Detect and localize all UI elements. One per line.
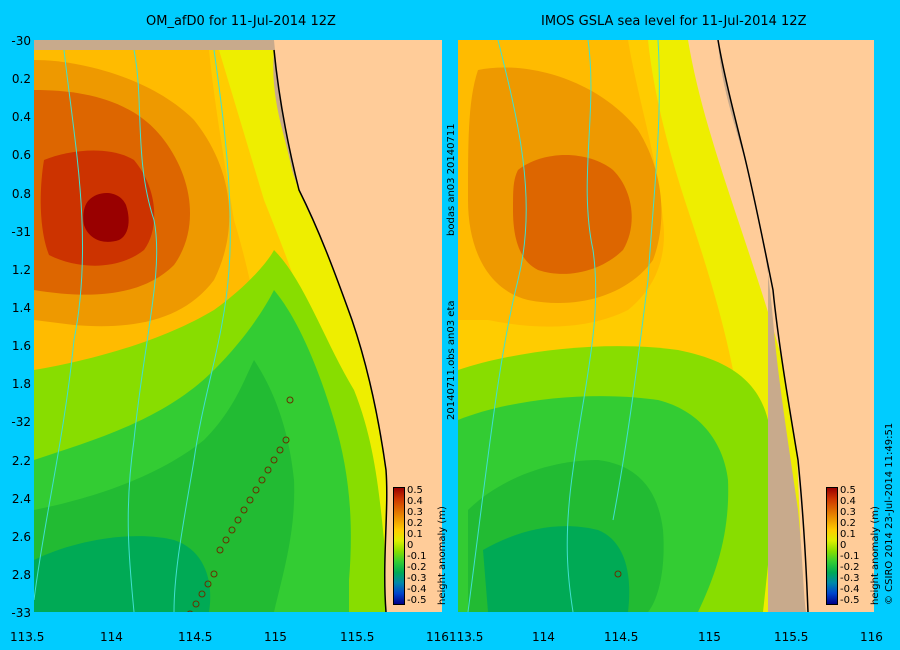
colorbar-tick: 0 bbox=[407, 540, 414, 551]
colorbar-tick: 0.1 bbox=[407, 529, 423, 540]
x-tick: 115 bbox=[264, 630, 287, 644]
x-tick: 116 bbox=[860, 630, 883, 644]
x-tick: 113.5 bbox=[10, 630, 45, 644]
y-tick: 1.8 bbox=[11, 377, 31, 391]
colorbar-tick: 0.4 bbox=[407, 496, 423, 507]
x-tick: 114 bbox=[100, 630, 123, 644]
x-tick: 113.5 bbox=[449, 630, 484, 644]
left-panel-title: OM_afD0 for 11-Jul-2014 12Z bbox=[146, 14, 336, 29]
x-tick: 115.5 bbox=[340, 630, 375, 644]
colorbar-tick: 0.5 bbox=[407, 485, 423, 496]
colorbar-left bbox=[393, 487, 405, 605]
colorbar-tick: 0.3 bbox=[840, 507, 856, 518]
shelf-land bbox=[683, 40, 806, 612]
x-tick: 114 bbox=[532, 630, 555, 644]
colorbar-tick: -0.4 bbox=[407, 584, 427, 595]
y-tick: 1.4 bbox=[11, 301, 31, 315]
colorbar-tick: -0.2 bbox=[840, 562, 860, 573]
y-tick: 1.6 bbox=[11, 339, 31, 353]
colorbar-tick: -0.1 bbox=[840, 551, 860, 562]
x-tick: 114.5 bbox=[604, 630, 639, 644]
colorbar-tick: 0.3 bbox=[407, 507, 423, 518]
right-panel-title: IMOS GSLA sea level for 11-Jul-2014 12Z bbox=[541, 14, 807, 29]
colorbar-tick: 0.4 bbox=[840, 496, 856, 507]
coastline bbox=[717, 40, 809, 612]
y-tick: 0.8 bbox=[11, 187, 31, 201]
observation-track bbox=[187, 396, 294, 612]
observation-point bbox=[614, 570, 622, 578]
colorbar-tick: -0.2 bbox=[407, 562, 427, 573]
contour-0-35 bbox=[513, 155, 632, 274]
y-tick: 2.2 bbox=[11, 454, 31, 468]
bathymetry-contours bbox=[467, 40, 660, 612]
x-tick: 115 bbox=[698, 630, 721, 644]
y-tick: -30 bbox=[11, 34, 31, 48]
colorbar-tick: -0.3 bbox=[840, 573, 860, 584]
copyright-label: © CSIRO 2014 23-Jul-2014 11:49:51 bbox=[884, 422, 895, 605]
colorbar-tick: 0.2 bbox=[840, 518, 856, 529]
land-area bbox=[274, 40, 442, 612]
colorbar-tick: 0.5 bbox=[840, 485, 856, 496]
coastline bbox=[273, 49, 388, 612]
colorbar-right bbox=[826, 487, 838, 605]
colorbar-label: height anomaly (m) bbox=[437, 506, 448, 605]
colorbar-label: height anomaly (m) bbox=[870, 506, 881, 605]
y-tick: -32 bbox=[11, 415, 31, 429]
x-tick: 116 bbox=[426, 630, 449, 644]
x-tick: 114.5 bbox=[178, 630, 213, 644]
contour-neg-0-15 bbox=[34, 536, 211, 612]
y-tick: 1.2 bbox=[11, 263, 31, 277]
land-area bbox=[718, 40, 874, 612]
colorbar-tick: 0.1 bbox=[840, 529, 856, 540]
obs-run-label: 20140711.obs an03 eta bbox=[446, 300, 457, 420]
colorbar-tick: -0.3 bbox=[407, 573, 427, 584]
colorbar-tick: -0.5 bbox=[407, 595, 427, 606]
bathymetry-contours bbox=[34, 49, 231, 612]
y-tick: 2.4 bbox=[11, 492, 31, 506]
y-tick: 0.6 bbox=[11, 148, 31, 162]
left-sea-level-map bbox=[34, 40, 442, 612]
contour-0-5 bbox=[83, 193, 129, 242]
y-tick: 2.6 bbox=[11, 530, 31, 544]
colorbar-tick: -0.1 bbox=[407, 551, 427, 562]
y-tick: 0.4 bbox=[11, 110, 31, 124]
contour-neg-0-15 bbox=[483, 526, 630, 612]
colorbar-tick: -0.4 bbox=[840, 584, 860, 595]
bodas-run-label: bodas an03 20140711 bbox=[446, 123, 457, 236]
y-tick: 2.8 bbox=[11, 568, 31, 582]
y-tick: -33 bbox=[11, 606, 31, 620]
y-tick: 0.2 bbox=[11, 72, 31, 86]
colorbar-tick: -0.5 bbox=[840, 595, 860, 606]
right-sea-level-map bbox=[458, 40, 874, 612]
colorbar-tick: 0 bbox=[840, 540, 847, 551]
y-tick: -31 bbox=[11, 225, 31, 239]
colorbar-tick: 0.2 bbox=[407, 518, 423, 529]
x-tick: 115.5 bbox=[774, 630, 809, 644]
